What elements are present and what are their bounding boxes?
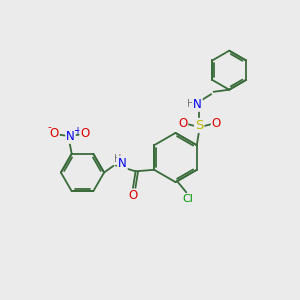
- Text: +: +: [73, 126, 81, 136]
- Text: O: O: [50, 127, 59, 140]
- Text: N: N: [118, 157, 127, 170]
- Text: O: O: [178, 117, 187, 130]
- Text: H: H: [187, 99, 194, 110]
- Text: N: N: [66, 130, 75, 143]
- Text: O: O: [128, 189, 137, 203]
- Text: Cl: Cl: [182, 194, 193, 204]
- Text: O: O: [80, 127, 89, 140]
- Text: S: S: [195, 119, 203, 132]
- Text: -: -: [48, 122, 51, 132]
- Text: H: H: [114, 154, 122, 164]
- Text: O: O: [212, 117, 221, 130]
- Text: N: N: [193, 98, 202, 111]
